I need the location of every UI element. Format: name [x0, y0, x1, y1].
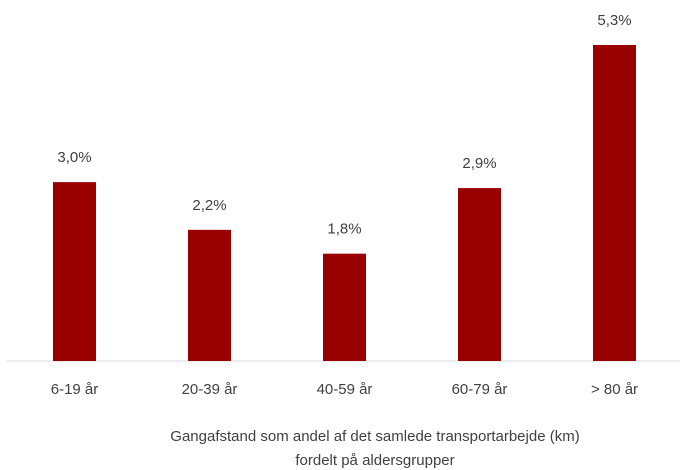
value-label: 2,2%: [192, 197, 226, 214]
x-tick-label: 20-39 år: [182, 381, 238, 398]
x-tick-label: 40-59 år: [317, 381, 373, 398]
value-label: 1,8%: [327, 221, 361, 238]
value-label: 5,3%: [597, 12, 631, 29]
x-tick-label: > 80 år: [591, 381, 638, 398]
bar: [188, 229, 231, 361]
bar: [458, 188, 501, 361]
x-tick-label: 6-19 år: [51, 381, 99, 398]
value-label: 2,9%: [462, 155, 496, 172]
bar: [323, 253, 366, 361]
x-tick-label: 60-79 år: [452, 381, 508, 398]
chart-title: fordelt på aldersgrupper: [295, 452, 454, 469]
chart-title: Gangafstand som andel af det samlede tra…: [170, 428, 579, 445]
value-label: 3,0%: [57, 149, 91, 166]
bar: [53, 182, 96, 361]
bar: [593, 45, 636, 361]
